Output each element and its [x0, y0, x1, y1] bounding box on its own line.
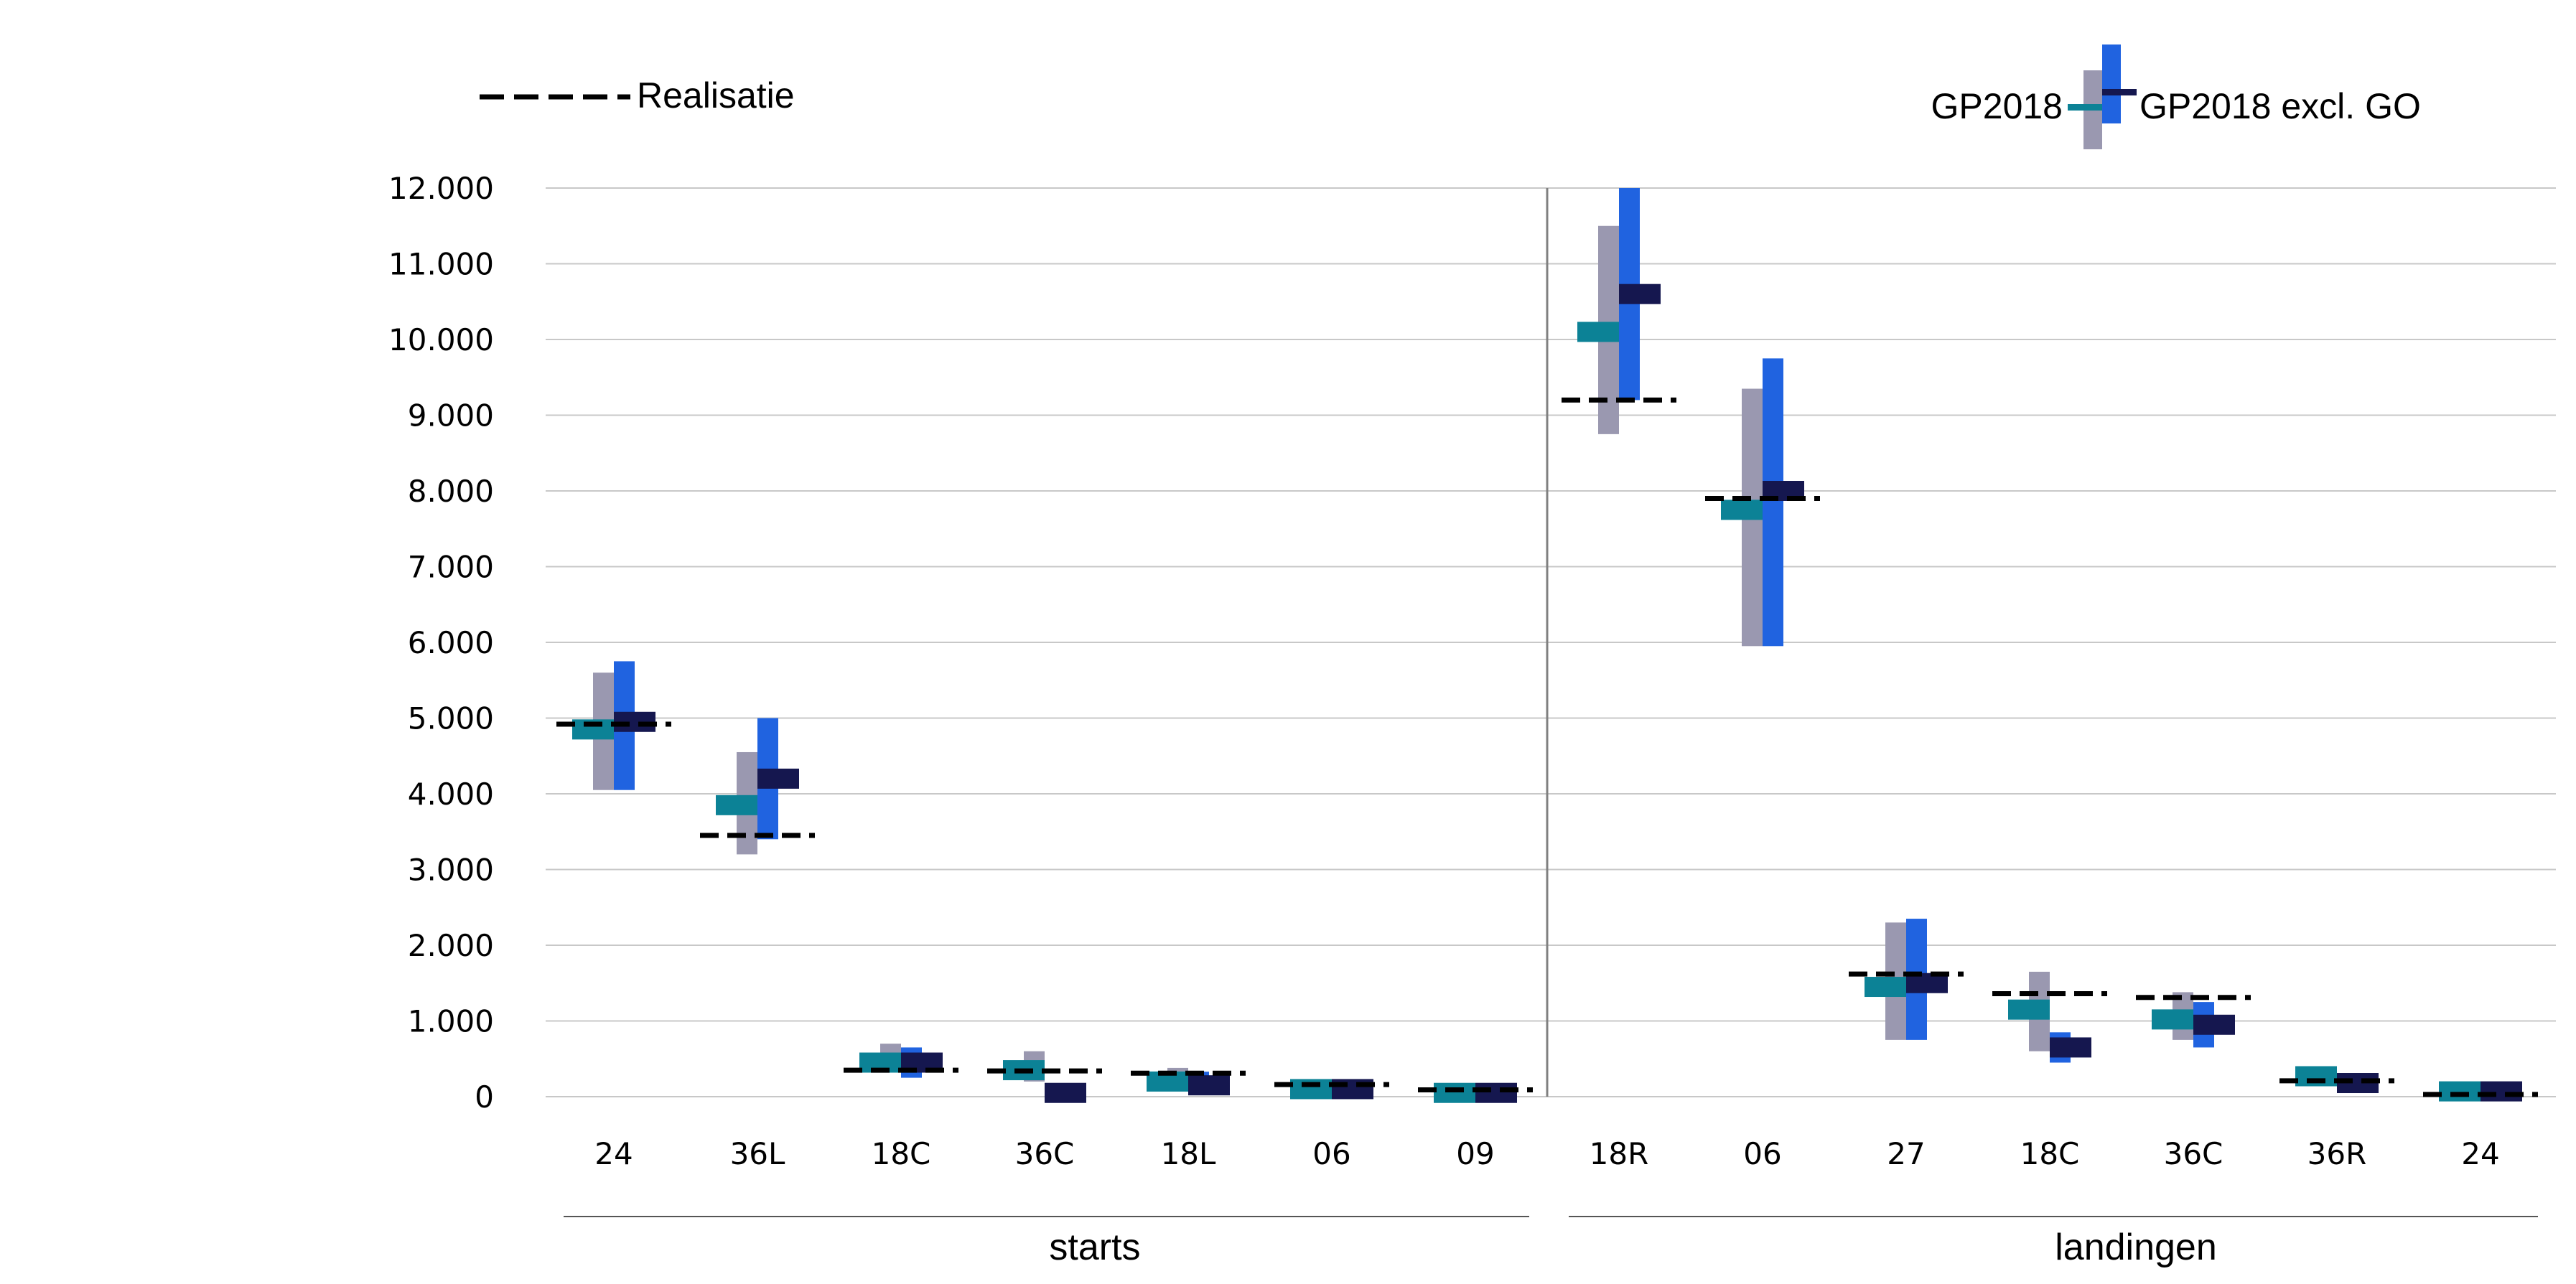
legend-gp2018-excl-label: GP2018 excl. GO	[2139, 86, 2421, 126]
x-category-label: 27	[1887, 1136, 1925, 1171]
y-tick-label: 5.000	[408, 701, 494, 736]
y-tick-label: 4.000	[408, 777, 494, 812]
gridlines	[546, 187, 2556, 1097]
gp2018-excl-mean-marker	[2050, 1037, 2091, 1058]
legend-gp2018: GP2018 GP2018 excl. GO	[1931, 44, 2421, 149]
x-category-label: 36C	[1015, 1136, 1075, 1171]
y-tick-label: 3.000	[408, 853, 494, 888]
legend-realisatie-label: Realisatie	[637, 75, 795, 116]
gp2018-mean-marker	[2008, 999, 2050, 1020]
legend-gp2018-label: GP2018	[1931, 86, 2063, 126]
y-tick-label: 8.000	[408, 474, 494, 509]
x-category-label: 09	[1456, 1136, 1494, 1171]
x-category-label: 18L	[1161, 1136, 1216, 1171]
data-marks	[556, 188, 2538, 1103]
group-label-landingen: landingen	[2055, 1227, 2217, 1268]
gp2018-mean-marker	[2439, 1081, 2481, 1102]
gp2018-mean-marker	[1434, 1082, 1475, 1103]
gp2018-excl-range-bar	[1763, 358, 1783, 647]
y-axis-ticks: 0 1.000 2.000 3.000 4.000 5.000 6.000 7.000 8.00…	[388, 171, 494, 1115]
y-tick-label: 7.000	[408, 550, 494, 585]
x-category-label: 06	[1743, 1136, 1781, 1171]
gp2018-mean-marker	[716, 795, 757, 815]
x-category-label: 36R	[2307, 1136, 2367, 1171]
gp2018-excl-mean-marker	[757, 768, 799, 789]
gp2018-excl-mean-marker	[1188, 1075, 1230, 1096]
x-category-label: 18C	[872, 1136, 931, 1171]
gp2018-excl-mean-marker	[1619, 283, 1661, 304]
legend-realisatie: Realisatie	[480, 75, 795, 116]
x-axis-category-labels: 24 36L 18C 36C 18L 06 09 18R 06 27 18C 36C 36R 24	[594, 1136, 2499, 1171]
gp2018-excl-mean-marker	[2193, 1014, 2235, 1035]
y-tick-label: 11.000	[388, 247, 494, 282]
gp2018-range-bar	[880, 1044, 901, 1055]
y-tick-label: 1.000	[408, 1004, 494, 1039]
group-label-starts: starts	[1049, 1227, 1140, 1268]
y-tick-label: 10.000	[388, 322, 494, 357]
legend-gp2018-excl-mean-swatch	[2102, 89, 2137, 95]
y-tick-label: 6.000	[408, 625, 494, 660]
gp2018-mean-marker	[1865, 977, 1906, 998]
x-category-label: 18R	[1590, 1136, 1649, 1171]
x-category-label: 24	[2461, 1136, 2499, 1171]
y-tick-label: 12.000	[388, 171, 494, 206]
gp2018-excl-mean-marker	[1475, 1082, 1517, 1103]
x-category-label: 24	[594, 1136, 633, 1171]
x-category-label: 36L	[730, 1136, 785, 1171]
y-tick-label: 0	[475, 1079, 494, 1115]
gp2018-mean-marker	[2152, 1009, 2193, 1030]
legend-gp2018-excl-range-swatch	[2102, 44, 2121, 123]
y-tick-label: 9.000	[408, 398, 494, 434]
legend-gp2018-mean-swatch	[2068, 104, 2102, 111]
gp2018-mean-marker	[1577, 322, 1619, 342]
x-category-label: 06	[1312, 1136, 1350, 1171]
gp2018-excl-mean-marker	[1045, 1082, 1086, 1103]
gp2018-excl-mean-marker	[2481, 1081, 2522, 1102]
x-category-label: 18C	[2020, 1136, 2080, 1171]
gp2018-mean-marker	[1721, 500, 1763, 520]
y-tick-label: 2.000	[408, 928, 494, 963]
x-category-label: 36C	[2164, 1136, 2223, 1171]
